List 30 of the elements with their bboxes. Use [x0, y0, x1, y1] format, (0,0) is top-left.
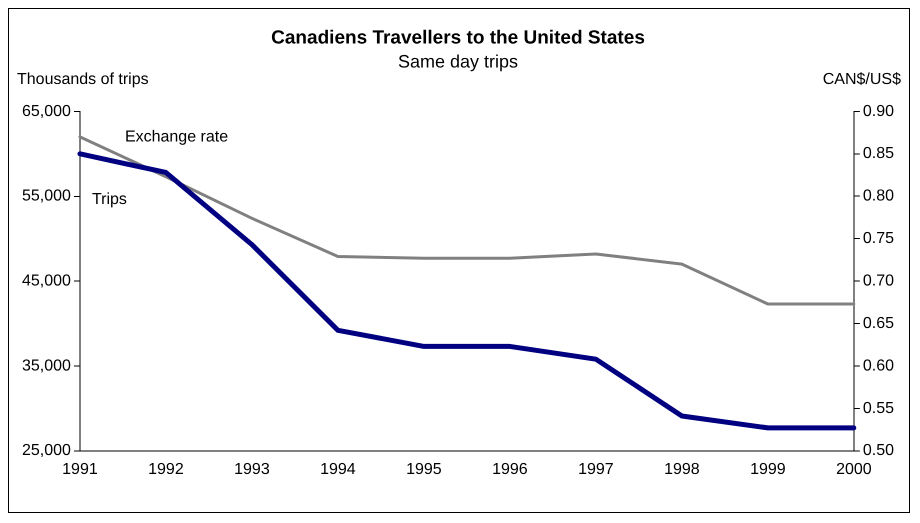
y2-tick-label: 0.80 — [862, 188, 894, 205]
y2-tick-label: 0.70 — [862, 272, 894, 290]
x-tick-label: 1996 — [492, 460, 528, 478]
chart-title: Canadiens Travellers to the United States — [271, 28, 645, 49]
y2-tick-label: 0.90 — [862, 102, 894, 120]
x-tick-label: 1993 — [234, 460, 270, 478]
y2-tick-label: 0.55 — [862, 400, 894, 417]
series-label: Trips — [92, 191, 127, 208]
y2-tick-label: 0.85 — [862, 145, 894, 162]
y2-tick-label: 0.75 — [862, 230, 894, 248]
y-tick-label: 65,000 — [22, 102, 72, 120]
x-tick-label: 1992 — [148, 460, 184, 478]
x-tick-label: 1994 — [320, 460, 356, 478]
y-tick-label: 55,000 — [22, 188, 72, 205]
x-tick-label: 1999 — [750, 460, 786, 478]
y2-tick-label: 0.50 — [862, 442, 894, 460]
x-tick-label: 1995 — [406, 460, 442, 478]
y-axis-title: Thousands of trips — [17, 71, 149, 89]
x-tick-label: 1997 — [578, 460, 614, 478]
y2-tick-label: 0.65 — [862, 314, 894, 332]
y2-tick-label: 0.60 — [862, 357, 894, 374]
series-label: Exchange rate — [124, 128, 228, 146]
x-tick-label: 1998 — [664, 460, 700, 478]
x-tick-label: 2000 — [836, 460, 872, 478]
x-tick-label: 1991 — [62, 460, 98, 478]
y-tick-label: 25,000 — [22, 442, 72, 460]
y2-axis-title: CAN$/US$ — [822, 71, 901, 89]
chart-subtitle: Same day trips — [398, 52, 518, 72]
y-tick-label: 45,000 — [22, 272, 72, 290]
y-tick-label: 35,000 — [22, 357, 72, 374]
